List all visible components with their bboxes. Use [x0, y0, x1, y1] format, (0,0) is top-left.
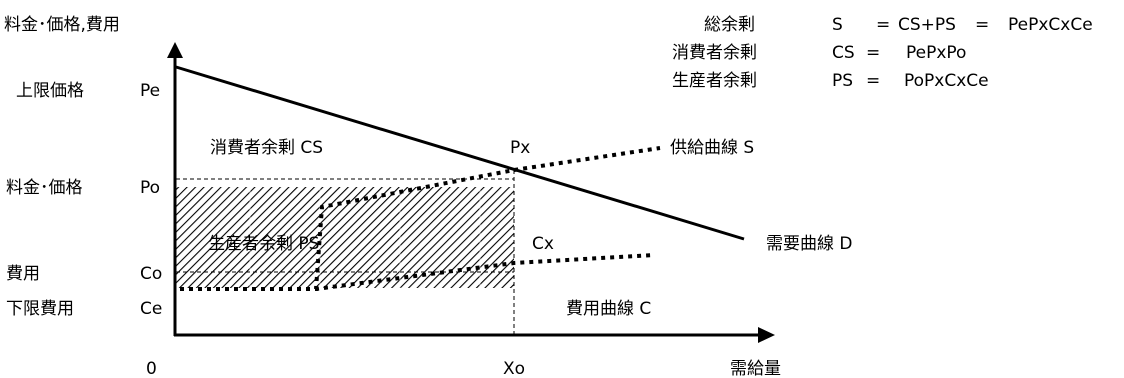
- axes: [167, 42, 775, 343]
- y-axis-arrow: [167, 42, 183, 58]
- co-symbol: Co: [140, 264, 162, 284]
- cost-curve: [180, 253, 655, 291]
- total-surplus-label: 総余剰: [704, 15, 755, 35]
- consumer-surplus-def-eq: =: [866, 43, 880, 63]
- total-surplus-lhs: S: [832, 15, 843, 35]
- supply-curve-label: 供給曲線 S: [670, 138, 754, 158]
- ce-symbol: Ce: [140, 299, 162, 319]
- y-axis-label: 料金･価格,費用: [4, 15, 120, 35]
- producer-surplus-area: [176, 187, 514, 288]
- total-surplus-formula2: PePxCxCe: [1008, 15, 1093, 35]
- formula-legend: 総余剰 S = CS+PS = PePxCxCe 消費者余剰 CS = PePx…: [672, 15, 1093, 91]
- pe-label: 上限価格: [16, 81, 84, 101]
- px-label: Px: [510, 138, 530, 158]
- total-surplus-eq2: =: [975, 15, 989, 35]
- producer-surplus-streaks: [249, 187, 481, 288]
- pe-symbol: Pe: [140, 81, 160, 101]
- po-label: 料金･価格: [6, 178, 83, 198]
- producer-surplus-def-lhs: PS: [832, 71, 853, 91]
- total-surplus-formula1: CS+PS: [898, 15, 956, 35]
- total-surplus-eq1: =: [876, 15, 890, 35]
- demand-curve-label: 需要曲線 D: [766, 234, 853, 254]
- ce-label: 下限費用: [6, 299, 74, 319]
- consumer-surplus-def-lhs: CS: [832, 43, 855, 63]
- consumer-surplus-def-label: 消費者余剰: [672, 43, 757, 63]
- guide-lines: [176, 170, 515, 335]
- producer-surplus-def-label: 生産者余剰: [672, 71, 757, 91]
- origin-label: 0: [146, 359, 157, 378]
- x-axis-arrow: [758, 327, 775, 343]
- xo-label: Xo: [503, 359, 525, 378]
- producer-surplus-def-formula: PoPxCxCe: [904, 71, 989, 91]
- consumer-surplus-def-formula: PePxPo: [906, 43, 966, 63]
- producer-surplus-def-eq: =: [866, 71, 880, 91]
- consumer-surplus-label: 消費者余剰 CS: [210, 138, 323, 158]
- producer-surplus-label: 生産者余剰 PS: [208, 234, 319, 254]
- po-symbol: Po: [140, 178, 160, 198]
- cx-label: Cx: [532, 234, 554, 254]
- x-axis-label: 需給量: [730, 359, 781, 378]
- demand-curve: [175, 65, 745, 241]
- co-label: 費用: [6, 264, 40, 284]
- cost-curve-label: 費用曲線 C: [566, 299, 651, 319]
